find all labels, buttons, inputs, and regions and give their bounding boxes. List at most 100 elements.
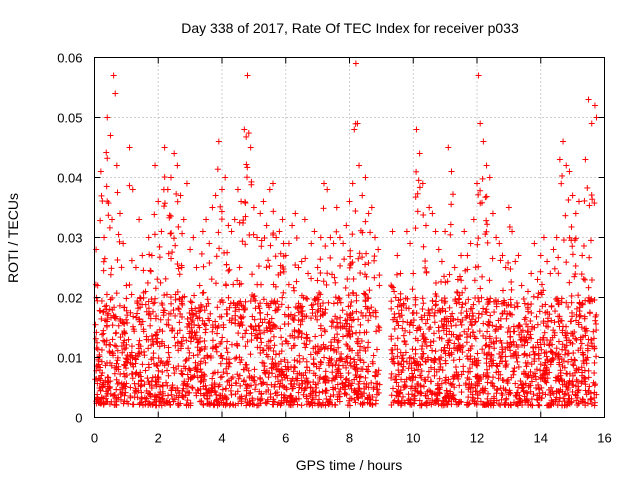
- data-point: [121, 346, 128, 353]
- data-point: [370, 352, 377, 359]
- data-point: [117, 317, 124, 324]
- data-point: [399, 325, 406, 332]
- data-point: [292, 210, 299, 217]
- data-point: [359, 366, 366, 373]
- data-point: [174, 162, 181, 169]
- data-point: [136, 216, 143, 223]
- data-point: [523, 389, 530, 396]
- data-point: [572, 270, 579, 277]
- data-point: [175, 223, 182, 230]
- data-point: [204, 353, 211, 360]
- data-point: [113, 290, 120, 297]
- data-point: [335, 366, 342, 373]
- data-point: [108, 362, 115, 369]
- data-point: [449, 310, 456, 317]
- data-point: [342, 284, 349, 291]
- data-point: [391, 376, 398, 383]
- data-point: [458, 277, 465, 284]
- data-point: [152, 315, 159, 322]
- data-point: [303, 295, 310, 302]
- data-point: [359, 229, 366, 236]
- data-point: [291, 287, 298, 294]
- data-point: [101, 303, 108, 310]
- data-point: [311, 228, 318, 235]
- data-point: [126, 182, 133, 189]
- data-point: [428, 391, 435, 398]
- data-point: [99, 369, 106, 376]
- data-point: [277, 325, 284, 332]
- data-point: [415, 177, 422, 184]
- data-point: [366, 287, 373, 294]
- data-point: [573, 311, 580, 318]
- data-point: [362, 174, 369, 181]
- data-point: [247, 144, 254, 151]
- data-point: [404, 295, 411, 302]
- data-point: [449, 381, 456, 388]
- data-point: [136, 350, 143, 357]
- data-point: [177, 310, 184, 317]
- data-point: [175, 305, 182, 312]
- data-point: [352, 399, 359, 406]
- data-point: [429, 298, 436, 305]
- data-point: [279, 340, 286, 347]
- data-point: [474, 362, 481, 369]
- data-point: [215, 229, 222, 236]
- data-point: [472, 295, 479, 302]
- data-point: [124, 352, 131, 359]
- data-point: [156, 254, 163, 261]
- data-point: [337, 385, 344, 392]
- data-point: [282, 363, 289, 370]
- data-point: [142, 301, 149, 308]
- data-point: [258, 390, 265, 397]
- data-point: [431, 319, 438, 326]
- data-point: [138, 378, 145, 385]
- data-point: [569, 243, 576, 250]
- data-point: [250, 204, 257, 211]
- data-point: [298, 402, 305, 409]
- data-point: [549, 341, 556, 348]
- data-point: [111, 391, 118, 398]
- data-point: [176, 295, 183, 302]
- data-point: [408, 365, 415, 372]
- data-point: [243, 327, 250, 334]
- data-point: [104, 114, 111, 121]
- data-point: [394, 252, 401, 259]
- data-point: [163, 379, 170, 386]
- data-point: [403, 228, 410, 235]
- data-point: [97, 387, 104, 394]
- data-point: [413, 168, 420, 175]
- data-point: [388, 298, 395, 305]
- data-point: [401, 337, 408, 344]
- data-point: [95, 357, 102, 364]
- data-point: [562, 332, 569, 339]
- data-point: [318, 344, 325, 351]
- data-point: [458, 321, 465, 328]
- data-point: [147, 322, 154, 329]
- data-point: [199, 228, 206, 235]
- data-point: [406, 329, 413, 336]
- data-point: [372, 313, 379, 320]
- data-point: [588, 192, 595, 199]
- data-point: [214, 304, 221, 311]
- data-point: [203, 216, 210, 223]
- data-point: [572, 357, 579, 364]
- data-point: [296, 352, 303, 359]
- data-point: [310, 345, 317, 352]
- data-point: [194, 351, 201, 358]
- data-point: [546, 369, 553, 376]
- data-point: [140, 328, 147, 335]
- data-point: [190, 234, 197, 241]
- data-point: [112, 401, 119, 408]
- data-point: [187, 246, 194, 253]
- data-point: [292, 262, 299, 269]
- data-point: [270, 208, 277, 215]
- x-tick-label: 8: [346, 431, 353, 446]
- data-point: [332, 374, 339, 381]
- data-point: [476, 298, 483, 305]
- data-point: [521, 342, 528, 349]
- data-point: [123, 282, 130, 289]
- data-point: [432, 228, 439, 235]
- data-point: [460, 363, 467, 370]
- data-point: [337, 374, 344, 381]
- data-point: [508, 278, 515, 285]
